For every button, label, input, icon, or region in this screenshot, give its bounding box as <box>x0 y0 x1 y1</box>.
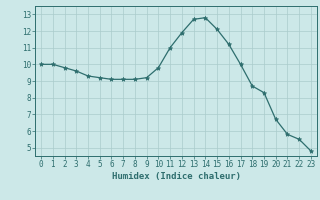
X-axis label: Humidex (Indice chaleur): Humidex (Indice chaleur) <box>111 172 241 181</box>
